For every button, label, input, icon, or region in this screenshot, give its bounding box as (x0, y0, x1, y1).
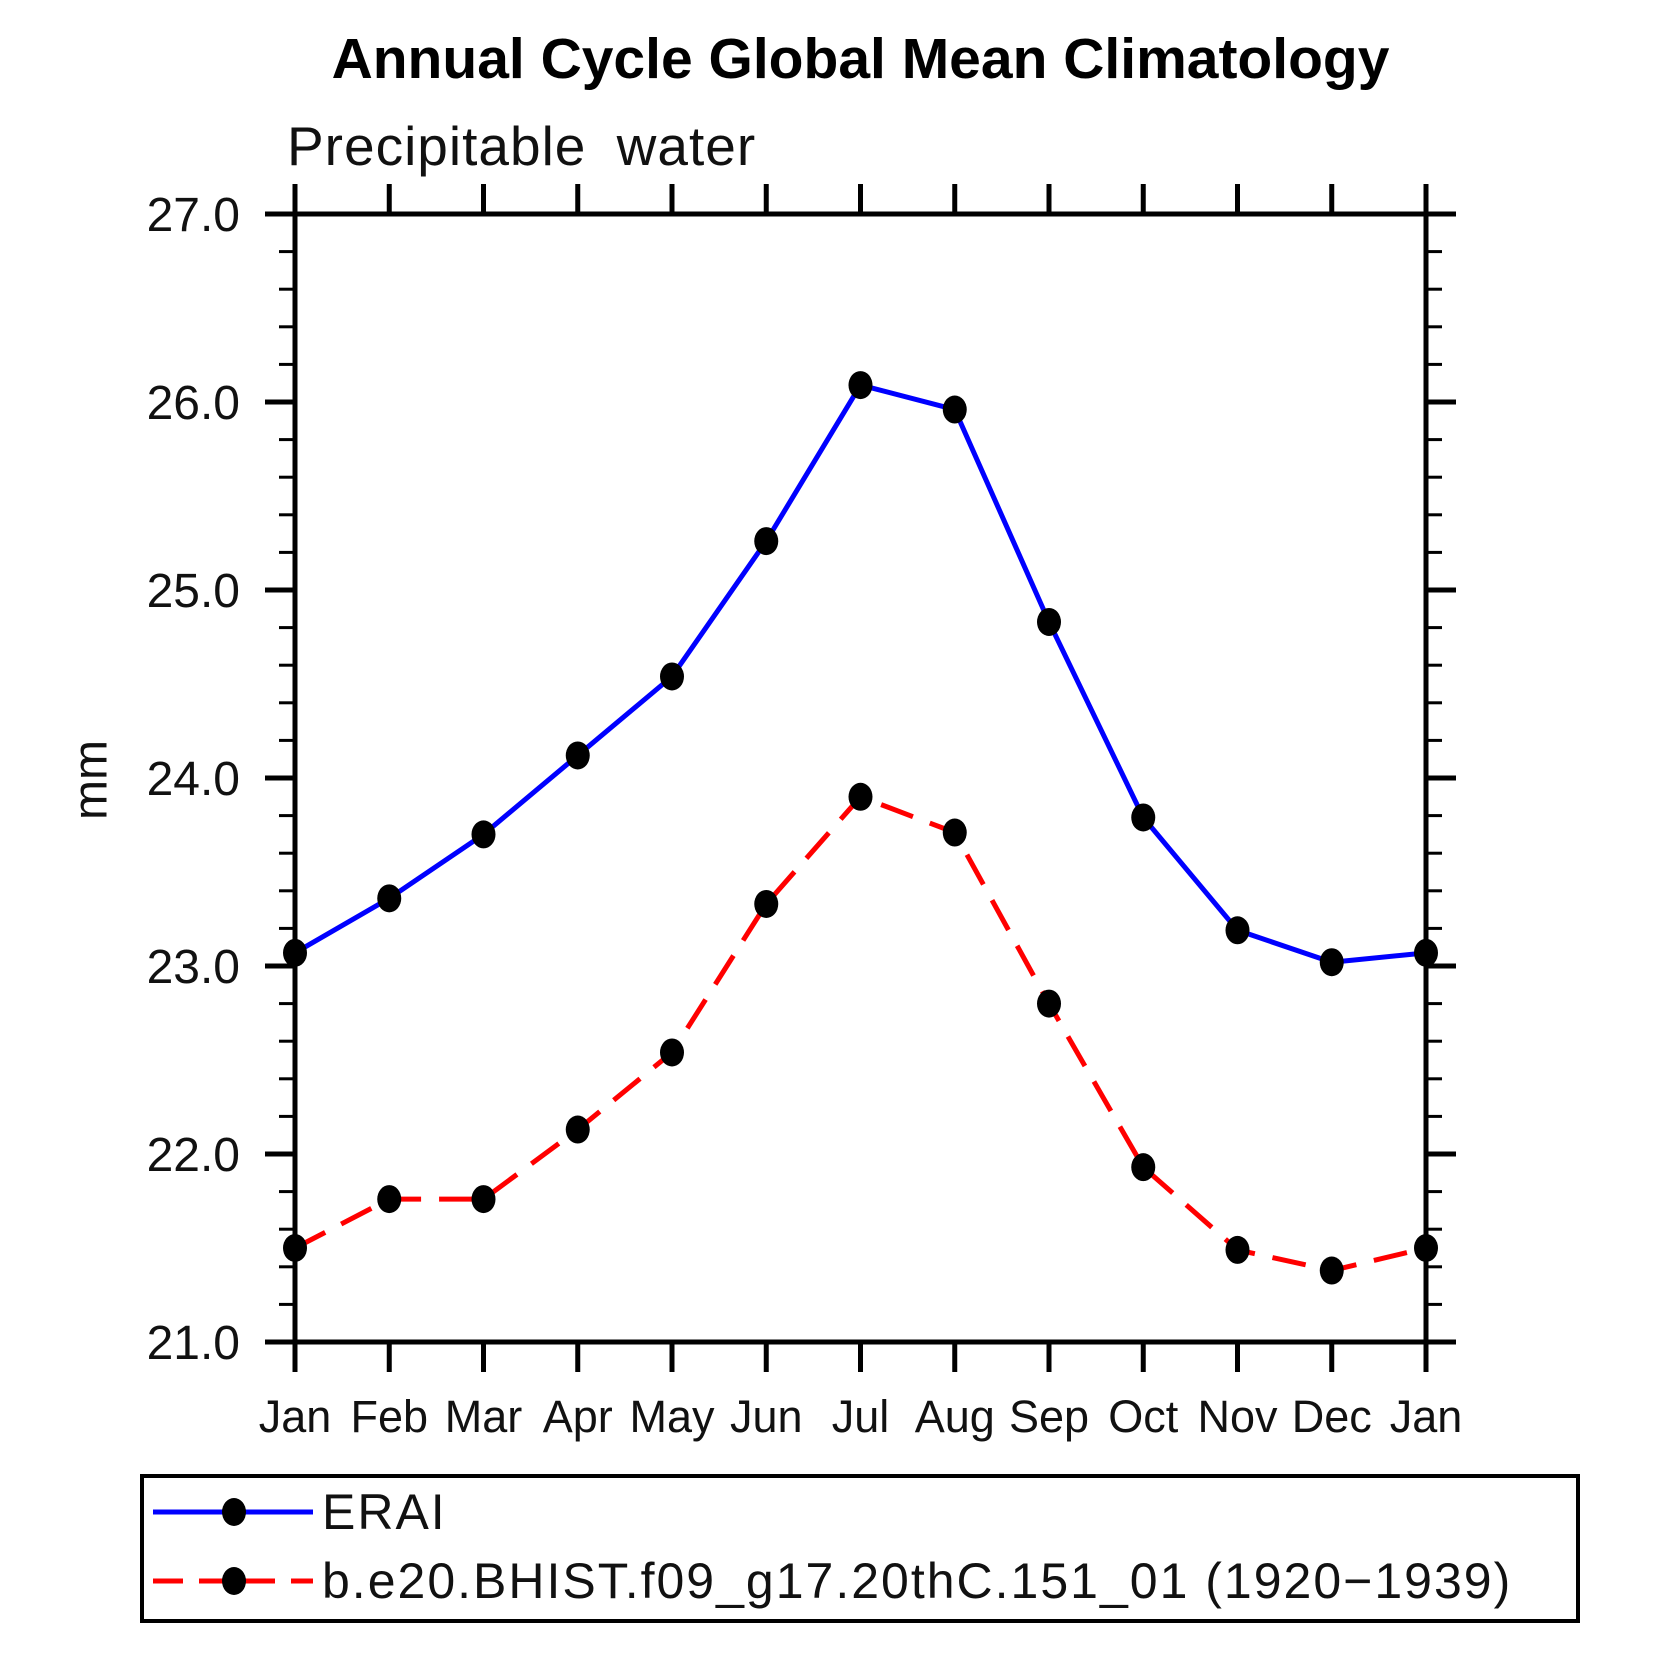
series-1-marker (942, 818, 967, 847)
legend-row-model: b.e20.BHIST.f09_g17.20thC.151_01 (1920−1… (148, 1553, 1512, 1609)
series-0-marker (1319, 948, 1344, 977)
legend-row-erai: ERAI (148, 1484, 447, 1540)
series-0-marker (565, 741, 590, 770)
x-tick-label: Feb (350, 1391, 428, 1442)
series-0-marker (754, 527, 779, 556)
x-tick-label: Sep (1009, 1391, 1089, 1442)
series-0-marker (1225, 916, 1250, 945)
y-tick-label: 26.0 (147, 377, 240, 430)
legend-label-erai: ERAI (322, 1484, 447, 1540)
series-line-0 (293, 382, 1427, 965)
legend-sample-marker (222, 1567, 246, 1595)
series-1-marker (1225, 1235, 1250, 1264)
plot-frame (292, 211, 1429, 1345)
y-tick-label: 27.0 (147, 189, 240, 242)
series-1-marker (1037, 989, 1061, 1018)
series-0-marker (942, 395, 967, 424)
series-0-marker (471, 820, 496, 849)
series-1-marker (660, 1038, 684, 1067)
x-tick-label: Jan (1390, 1391, 1463, 1442)
series-1-marker (471, 1185, 496, 1214)
series-1-marker (565, 1115, 590, 1144)
series-0-marker (660, 662, 684, 691)
series-1-marker (377, 1185, 402, 1214)
series-0-marker (1131, 803, 1156, 832)
series-0-marker (848, 371, 873, 400)
x-tick-label: Dec (1292, 1391, 1372, 1442)
series-0-marker (1037, 607, 1061, 636)
series-1-marker (754, 889, 779, 918)
series-0-marker (377, 884, 402, 913)
series-0-marker (283, 938, 307, 967)
x-tick-label: Jul (832, 1391, 890, 1442)
x-tick-label: Oct (1108, 1391, 1179, 1442)
x-tick-label: Aug (915, 1391, 995, 1442)
legend-key-erai-line-icon (153, 1498, 313, 1526)
legend-label-model: b.e20.BHIST.f09_g17.20thC.151_01 (1920−1… (322, 1553, 1513, 1609)
legend-sample-marker (222, 1498, 246, 1526)
x-tick-label: Apr (543, 1391, 613, 1442)
x-tick-label: Nov (1197, 1391, 1278, 1442)
y-tick-label: 22.0 (147, 1129, 240, 1182)
series-1-marker (1131, 1153, 1156, 1182)
series-line-1 (293, 794, 1427, 1274)
series-1-marker (283, 1234, 307, 1262)
legend-key-model-line-icon (153, 1567, 313, 1595)
chart-title: Annual Cycle Global Mean Climatology (331, 27, 1390, 91)
x-tick-label: May (629, 1391, 715, 1442)
legend-box: ERAI b.e20.BHIST.f09_g17.20thC.151_01 (1… (140, 1474, 1580, 1623)
series-1-marker (848, 782, 873, 811)
y-tick-label: 23.0 (147, 941, 240, 994)
x-tick-label: Mar (445, 1391, 523, 1442)
series-0-marker (1414, 938, 1438, 967)
x-tick-label: Jun (730, 1391, 803, 1442)
y-tick-label: 25.0 (147, 565, 240, 618)
x-tick-label: Jan (259, 1391, 332, 1442)
series-1-marker (1414, 1234, 1438, 1262)
y-tick-label: 24.0 (147, 753, 240, 806)
chart-subtitle: Precipitable water (287, 115, 757, 177)
series-1-marker (1319, 1256, 1344, 1285)
y-tick-label: 21.0 (147, 1317, 240, 1370)
